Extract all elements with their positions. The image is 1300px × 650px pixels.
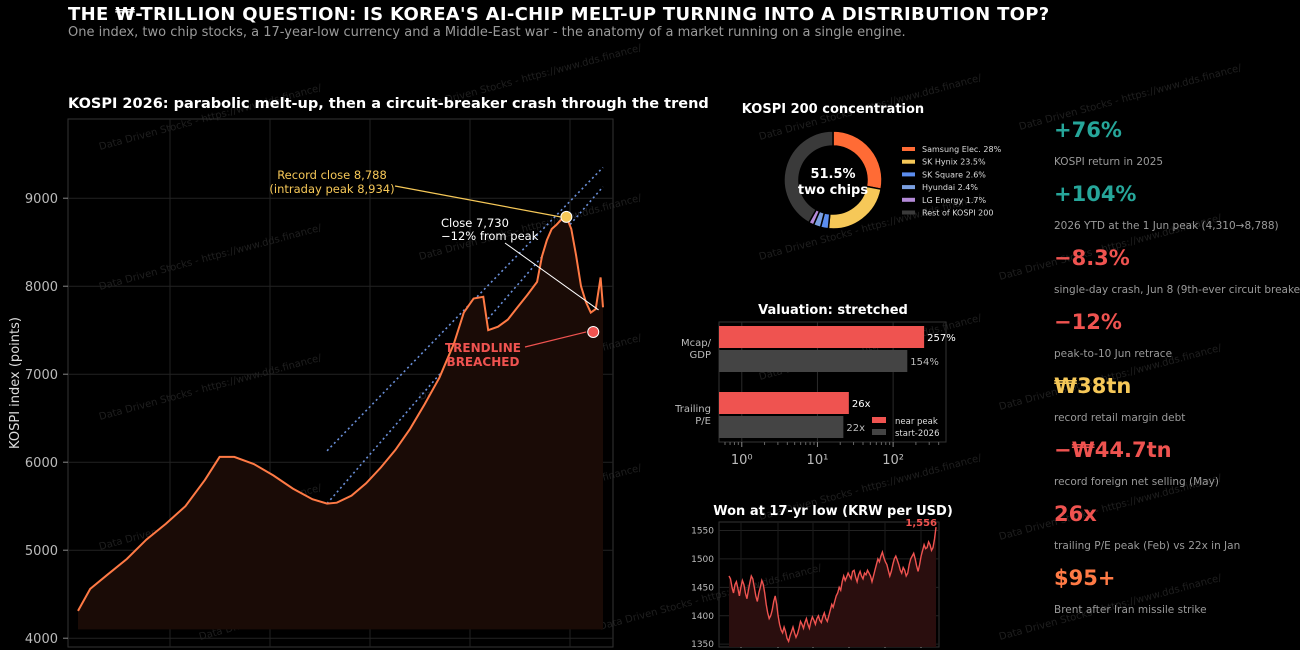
valuation-plot-frame xyxy=(718,321,947,443)
stat-label: trailing P/E peak (Feb) vs 22x in Jan xyxy=(1054,540,1241,552)
stat-label: record retail margin debt xyxy=(1054,412,1186,424)
won-area-fill xyxy=(729,527,936,647)
stat-value: −8.3% xyxy=(1054,246,1130,270)
donut-legend-label: SK Square 2.6% xyxy=(922,170,986,179)
donut-legend-label: SK Hynix 23.5% xyxy=(922,158,986,167)
valuation-x-tick-label: 10⁰ xyxy=(731,453,753,468)
stat-value: +76% xyxy=(1054,118,1122,142)
won-peak-label: 1,556 xyxy=(905,518,937,529)
kospi-trend-line xyxy=(326,166,604,452)
kospi-y-tick-label: 5000 xyxy=(25,544,58,559)
valuation-chart: 10⁰ 10¹ 10² 257% 154% Mcap/GDP 26x 22x TrailingP… xyxy=(674,322,956,468)
donut-legend-swatch xyxy=(902,159,915,164)
stat-label: Brent after Iran missile strike xyxy=(1054,604,1207,616)
valuation-x-tick-label: 10¹ xyxy=(807,453,829,468)
record-annotation-arrow xyxy=(394,185,561,218)
donut-center-label: two chips xyxy=(798,183,868,198)
page-subtitle: One index, two chip stocks, a 17-year-lo… xyxy=(68,25,906,40)
close-annotation-arrow xyxy=(504,242,599,311)
valuation-bar xyxy=(719,392,849,414)
won-y-tick-label: 1500 xyxy=(691,555,714,565)
stat-value: $95+ xyxy=(1054,566,1116,590)
stat-value: ₩38tn xyxy=(1054,374,1132,398)
watermark-text: Data Driven Stocks - https://www.dds.fin… xyxy=(1018,63,1244,133)
kospi-y-tick-label: 4000 xyxy=(25,632,58,647)
valuation-title: Valuation: stretched xyxy=(758,303,908,318)
kospi-y-tick-label: 9000 xyxy=(25,192,58,207)
won-y-tick-label: 1450 xyxy=(691,583,714,593)
valuation-category-label: Trailing xyxy=(674,404,711,415)
record-annotation-line1: Record close 8,788 xyxy=(277,168,387,182)
valuation-bar-label: 154% xyxy=(910,357,939,368)
won-series-line xyxy=(728,527,937,644)
breach-annotation-line1: TRENDLINE xyxy=(445,341,521,355)
stat-label: single-day crash, Jun 8 (9th-ever circui… xyxy=(1054,284,1300,296)
stat-label: peak-to-10 Jun retrace xyxy=(1054,348,1173,360)
kospi-y-axis-label: KOSPI index (points) xyxy=(8,317,23,449)
stat-value: −₩44.7tn xyxy=(1054,438,1172,462)
won-y-tick-label: 1400 xyxy=(691,612,714,622)
donut-title: KOSPI 200 concentration xyxy=(742,102,924,117)
valuation-x-tick-label: 10² xyxy=(882,453,904,468)
watermark-text: Data Driven Stocks - https://www.dds.fin… xyxy=(598,563,824,633)
stat-value: −12% xyxy=(1054,310,1122,334)
valuation-legend-label: near peak xyxy=(895,417,938,427)
valuation-category-label: P/E xyxy=(695,416,711,427)
valuation-legend-label: start-2026 xyxy=(895,429,940,439)
valuation-bar xyxy=(719,350,908,372)
donut-legend-label: Hyundai 2.4% xyxy=(922,183,978,192)
close-annotation-line1: Close 7,730 xyxy=(441,216,509,230)
won-y-tick-label: 1350 xyxy=(691,640,714,650)
donut-legend-swatch xyxy=(902,172,915,177)
kospi-area-fill xyxy=(78,216,603,630)
valuation-category-label: GDP xyxy=(690,350,711,361)
valuation-legend-swatch xyxy=(872,417,886,423)
valuation-legend-swatch xyxy=(872,429,886,435)
close-annotation-line2: −12% from peak xyxy=(441,229,539,243)
donut-legend-swatch xyxy=(902,185,915,190)
stat-value: 26x xyxy=(1054,502,1097,526)
kospi-annotations: Record close 8,788(intraday peak 8,934) C… xyxy=(269,168,600,369)
won-title: Won at 17-yr low (KRW per USD) xyxy=(713,504,953,519)
breach-annotation-line2: BREACHED xyxy=(447,355,520,369)
donut-chart: 51.5%two chips xyxy=(783,130,883,230)
kospi-plot-frame xyxy=(67,118,614,648)
kospi-y-tick-label: 8000 xyxy=(25,280,58,295)
trend-breach-marker xyxy=(587,325,600,338)
stat-label: KOSPI return in 2025 xyxy=(1054,156,1164,168)
valuation-bar-label: 22x xyxy=(846,423,865,434)
record-annotation-line2: (intraday peak 8,934) xyxy=(269,182,394,196)
kospi-y-tick-label: 6000 xyxy=(25,456,58,471)
breach-annotation-arrow xyxy=(524,331,587,348)
valuation-category-label: Mcap/ xyxy=(681,338,712,349)
page-title: THE ₩-TRILLION QUESTION: IS KOREA'S AI-C… xyxy=(68,4,1050,25)
donut-legend-swatch xyxy=(902,147,915,151)
valuation-bar xyxy=(719,326,925,348)
stat-label: 2026 YTD at the 1 Jun peak (4,310→8,788) xyxy=(1054,220,1279,232)
watermark-text: Data Driven Stocks - https://www.dds.fin… xyxy=(98,353,324,423)
kospi-y-tick-label: 7000 xyxy=(25,368,58,383)
stat-label: record foreign net selling (May) xyxy=(1054,476,1219,488)
stat-value: +104% xyxy=(1054,182,1137,206)
won-y-tick-label: 1550 xyxy=(691,527,714,537)
donut-legend-swatch xyxy=(902,197,915,202)
won-chart: 1350 1400 1450 1500 1550 1,556 xyxy=(691,518,939,650)
valuation-bar-label: 257% xyxy=(927,333,956,344)
donut-legend-label: Rest of KOSPI 200 xyxy=(922,209,993,218)
donut-legend: Samsung Elec. 28% SK Hynix 23.5% SK Square… xyxy=(902,145,1002,218)
valuation-bar-label: 26x xyxy=(852,399,871,410)
kospi-chart-title: KOSPI 2026: parabolic melt-up, then a ci… xyxy=(68,96,709,112)
donut-legend-label: LG Energy 1.7% xyxy=(922,196,986,205)
kospi-y-ticks: 4000 5000 6000 7000 8000 9000 xyxy=(25,192,68,647)
donut-legend-swatch xyxy=(902,210,915,215)
watermark-text: Data Driven Stocks - https://www.dds.fin… xyxy=(98,223,324,293)
donut-center-value: 51.5% xyxy=(810,167,855,182)
valuation-bar xyxy=(719,416,844,438)
watermark-text: Data Driven Stocks - https://www.dds.fin… xyxy=(98,83,324,153)
donut-legend-label: Samsung Elec. 28% xyxy=(922,145,1002,154)
record-close-marker xyxy=(560,210,573,223)
donut-slice xyxy=(783,130,834,224)
